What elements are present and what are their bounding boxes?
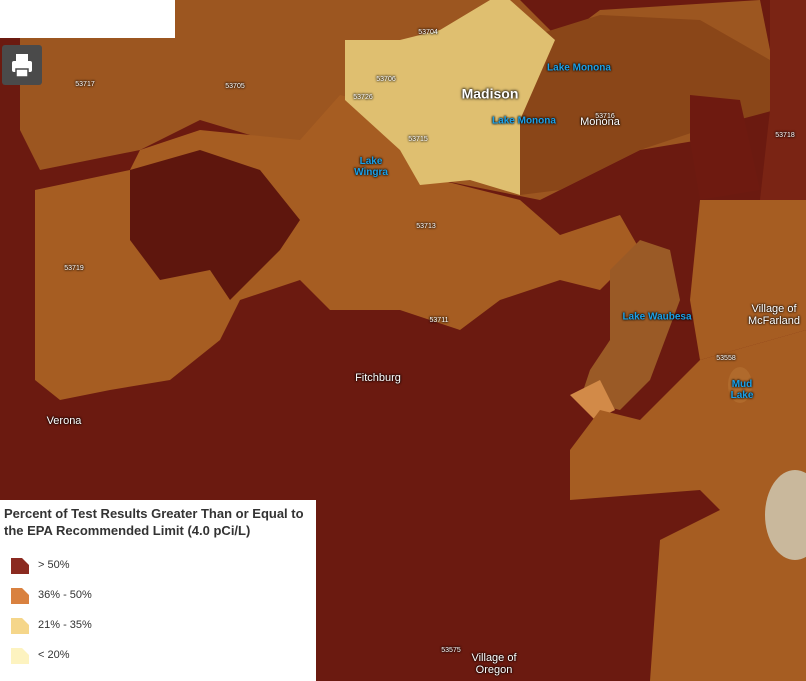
lake xyxy=(765,470,806,560)
legend-swatch xyxy=(11,647,29,664)
place-label: Verona xyxy=(46,414,82,427)
print-icon xyxy=(12,54,32,78)
legend-swatch xyxy=(11,587,29,604)
legend-swatch xyxy=(11,617,29,634)
legend-label: > 50% xyxy=(38,558,70,571)
region-high xyxy=(690,95,760,200)
zip-label: 53711 xyxy=(429,317,449,325)
zip-label: 53713 xyxy=(416,223,436,231)
region-low xyxy=(345,0,555,195)
zip-label: 53558 xyxy=(716,355,736,363)
legend-item: 21% - 35% xyxy=(4,610,312,640)
zip-label: 53704 xyxy=(418,29,438,37)
place-label: Village of Oregon xyxy=(471,651,517,676)
lake-label: Lake Wingra xyxy=(354,156,388,178)
zip-label: 53716 xyxy=(595,113,615,121)
place-label: Fitchburg xyxy=(355,371,401,384)
region-high xyxy=(760,0,806,200)
region-high xyxy=(130,150,300,300)
swatch xyxy=(11,617,29,634)
legend-label: 21% - 35% xyxy=(38,618,92,631)
search-box[interactable] xyxy=(0,0,175,38)
city-label: Madison xyxy=(461,85,519,102)
place-label: Monona xyxy=(580,115,620,128)
swatch xyxy=(11,647,29,664)
lake-label: Lake Waubesa xyxy=(622,311,692,323)
place-label: Village of McFarland xyxy=(748,302,800,327)
legend-label: 36% - 50% xyxy=(38,588,92,601)
region-medium xyxy=(520,15,775,195)
zip-label: 53717 xyxy=(75,81,95,89)
zip-label: 53719 xyxy=(64,265,84,273)
zip-label: 53726 xyxy=(353,94,373,102)
lake xyxy=(728,367,752,403)
legend: Percent of Test Results Greater Than or … xyxy=(0,500,316,681)
legend-item: 36% - 50% xyxy=(4,580,312,610)
zip-label: 53715 xyxy=(408,136,428,144)
lake-label: Lake Monona xyxy=(547,62,611,74)
legend-item: > 50% xyxy=(4,550,312,580)
lake-label: Lake Monona xyxy=(492,115,556,127)
region-low xyxy=(570,380,615,420)
legend-label: < 20% xyxy=(38,648,70,661)
print-button[interactable] xyxy=(2,45,42,85)
legend-item: < 20% xyxy=(4,640,312,670)
legend-swatch xyxy=(11,557,29,574)
region-medium xyxy=(570,330,806,681)
lake-label: Mud Lake xyxy=(730,379,754,401)
swatch xyxy=(11,557,29,574)
zip-label: 53706 xyxy=(376,76,396,84)
legend-items: > 50% 36% - 50% 21% - 35% < 20% xyxy=(4,550,312,670)
zip-label: 53575 xyxy=(441,647,461,655)
lake-area xyxy=(580,240,680,410)
region-medium xyxy=(690,200,806,360)
zip-label: 53718 xyxy=(775,132,795,140)
legend-title: Percent of Test Results Greater Than or … xyxy=(4,506,304,538)
zip-label: 53705 xyxy=(225,83,245,91)
swatch xyxy=(11,587,29,604)
